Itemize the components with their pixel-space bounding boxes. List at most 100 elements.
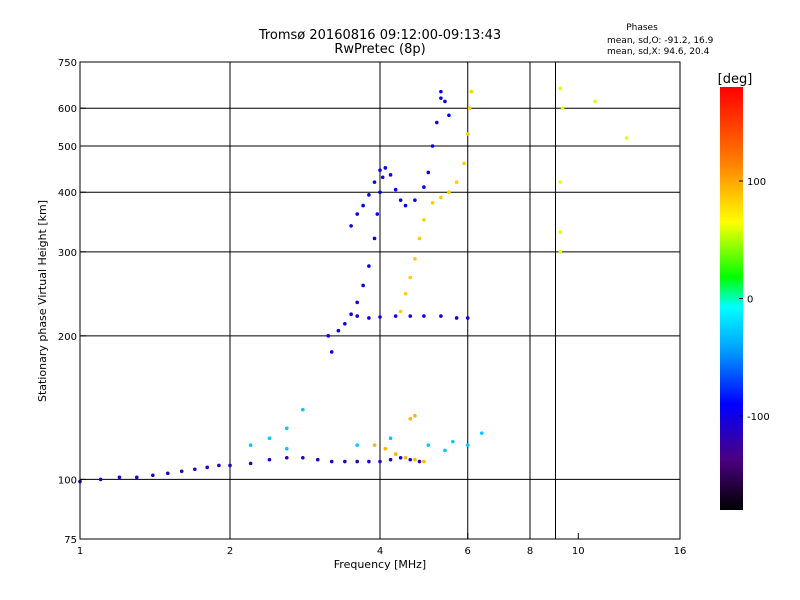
data-point [367, 193, 371, 197]
data-point [467, 106, 472, 111]
data-point [372, 443, 377, 447]
data-point [422, 218, 426, 222]
data-point [443, 448, 447, 453]
data-point [434, 120, 439, 125]
data-point [408, 416, 413, 421]
data-point [413, 198, 417, 202]
data-point [430, 201, 435, 205]
data-point [624, 136, 629, 140]
data-point [267, 457, 272, 462]
data-point [393, 452, 398, 456]
data-point [439, 314, 443, 318]
data-point [361, 283, 365, 288]
data-point [284, 446, 289, 451]
data-point [151, 473, 155, 478]
stats-o-mode: mean, sd,O: -91.2, 16.9 [607, 36, 714, 46]
data-point [378, 190, 382, 195]
data-point [479, 431, 484, 435]
data-point [413, 413, 417, 418]
x-axis-ticks: 1 2 4 6 8 10 16 [77, 533, 687, 557]
y-tick-label: 75 [64, 535, 77, 546]
stats-header: Phases [626, 23, 658, 33]
data-point [403, 291, 408, 296]
data-point [408, 457, 413, 462]
data-point [422, 459, 426, 464]
data-point [393, 314, 398, 318]
data-point [398, 455, 403, 460]
data-point [422, 185, 426, 189]
data-point [301, 455, 305, 460]
data-point [248, 461, 253, 466]
data-point [117, 475, 122, 480]
y-tick-label: 100 [58, 475, 77, 486]
data-point [439, 89, 443, 94]
data-point [349, 312, 353, 316]
data-point [408, 314, 413, 318]
data-point [329, 350, 334, 354]
x-axis-label: Frequency [MHz] [334, 558, 426, 571]
data-point [375, 212, 380, 216]
data-point [367, 264, 371, 268]
data-point [388, 173, 393, 177]
y-tick-label: 200 [58, 332, 77, 343]
data-point [439, 96, 443, 100]
data-point [451, 439, 455, 444]
data-point [326, 334, 331, 338]
data-point [403, 203, 408, 208]
stats-x-mode: mean, sd,X: 94.6, 20.4 [607, 47, 710, 57]
colorbar-label: [deg] [718, 72, 753, 87]
data-point [593, 99, 597, 104]
data-point [558, 250, 563, 254]
x-tick-label: 2 [227, 546, 233, 557]
data-point [393, 187, 398, 192]
data-point [367, 459, 371, 464]
data-point [462, 161, 466, 166]
data-point [349, 224, 353, 228]
data-point [193, 467, 197, 472]
data-point [355, 300, 359, 305]
data-point [378, 315, 382, 319]
data-point [228, 463, 232, 468]
chart-subtitle: RwPretec (8p) [334, 42, 425, 57]
data-point [179, 469, 184, 474]
data-point [413, 457, 417, 462]
data-point [378, 168, 382, 172]
data-point [439, 195, 443, 200]
data-point [469, 89, 474, 94]
data-point [343, 459, 347, 464]
data-point [465, 132, 470, 136]
data-point [426, 170, 431, 175]
data-point [413, 257, 417, 261]
data-point [447, 190, 451, 195]
data-point [98, 477, 103, 482]
colorbar-tick-label: -100 [747, 412, 770, 423]
y-tick-label: 750 [58, 58, 77, 69]
data-point [336, 328, 341, 333]
x-tick-label: 10 [572, 546, 585, 557]
x-tick-label: 16 [674, 546, 687, 557]
data-point [454, 316, 459, 320]
data-point [560, 106, 565, 111]
x-tick-label: 4 [377, 546, 383, 557]
data-point [430, 144, 435, 148]
data-point [378, 459, 382, 464]
data-point [367, 316, 371, 320]
data-point [267, 436, 272, 441]
data-point [355, 459, 359, 464]
colorbar-tick-label: 0 [747, 295, 753, 306]
data-point [284, 455, 289, 460]
data-point [301, 407, 305, 412]
data-point [329, 459, 334, 464]
grid [80, 62, 680, 539]
data-point [217, 463, 221, 468]
data-point [443, 99, 447, 104]
y-axis-ticks: 75 100 200 300 400 500 600 750 [58, 58, 86, 546]
data-point [355, 443, 359, 447]
data-point [422, 314, 426, 318]
data-point [465, 316, 470, 320]
data-point [398, 198, 403, 202]
data-point [248, 443, 253, 447]
x-tick-label: 8 [527, 546, 533, 557]
data-point [284, 426, 289, 431]
data-point [372, 236, 377, 241]
